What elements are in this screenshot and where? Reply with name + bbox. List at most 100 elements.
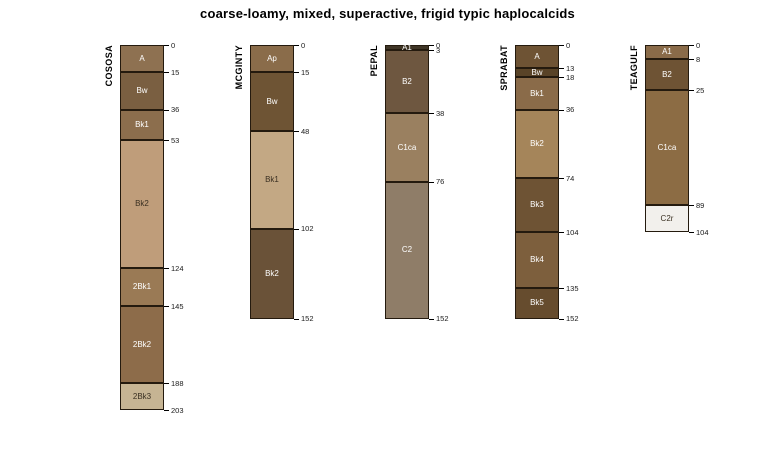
horizon-label: Bk2 [135,199,149,209]
chart-title: coarse-loamy, mixed, superactive, frigid… [200,6,575,21]
horizon-label: B2 [662,69,672,79]
depth-tick [164,306,169,307]
depth-label: 0 [566,41,571,50]
horizon-pepal-b2: B2 [385,50,429,114]
profile-name-cososa: COSOSA [104,45,114,87]
profile-name-mcginty: MCGINTY [234,45,244,90]
horizon-sprabat-bk2: Bk2 [515,109,559,179]
depth-label: 15 [171,68,180,77]
depth-tick [164,140,169,141]
depth-tick [294,319,299,320]
depth-tick [559,178,564,179]
horizon-label: Bw [136,85,148,95]
depth-tick [689,45,694,46]
horizon-label: Bk1 [530,88,544,98]
depth-label: 0 [171,41,176,50]
profile-name-pepal: PEPAL [369,45,379,77]
horizon-cososa-2bk3: 2Bk3 [120,383,164,411]
depth-tick [294,72,299,73]
depth-label: 145 [171,302,184,311]
horizon-label: Ap [267,53,277,63]
depth-tick [689,205,694,206]
depth-tick [559,68,564,69]
horizon-label: C1ca [657,142,677,152]
depth-label: 76 [436,177,445,186]
depth-label: 152 [301,314,314,323]
horizon-label: C2 [401,245,413,255]
horizon-label: Bk5 [530,298,544,308]
depth-label: 188 [171,379,184,388]
depth-label: 102 [301,224,314,233]
horizon-label: Bk2 [530,138,544,148]
depth-label: 89 [696,201,705,210]
depth-label: 25 [696,86,705,95]
depth-tick [294,229,299,230]
depth-label: 48 [301,127,310,136]
depth-label: 104 [696,228,709,237]
depth-label: 38 [436,109,445,118]
horizon-cososa-bk1: Bk1 [120,109,164,141]
horizon-sprabat-bk3: Bk3 [515,178,559,233]
horizon-label: A1 [662,47,672,57]
depth-label: 74 [566,174,575,183]
horizon-sprabat-bw: Bw [515,68,559,78]
depth-label: 152 [566,314,579,323]
horizon-pepal-a1: A1 [385,42,429,52]
horizon-label: A1 [402,42,412,52]
horizon-mcginty-ap: Ap [250,45,294,72]
depth-label: 0 [696,41,701,50]
depth-tick [559,288,564,289]
depth-tick [429,50,434,51]
horizon-label: A [139,53,145,63]
horizon-label: Bw [266,96,278,106]
horizon-mcginty-bk2: Bk2 [250,228,294,319]
depth-label: 15 [301,68,310,77]
horizon-sprabat-a: A [515,45,559,69]
horizon-mcginty-bw: Bw [250,72,294,132]
horizon-label: B2 [402,76,412,86]
horizon-teagulf-c2r: C2r [645,205,689,233]
horizon-sprabat-bk5: Bk5 [515,288,559,319]
horizon-label: 2Bk1 [132,282,152,292]
depth-label: 8 [696,55,701,64]
depth-label: 124 [171,264,184,273]
depth-tick [164,410,169,411]
depth-tick [164,383,169,384]
horizon-label: 2Bk2 [132,339,152,349]
depth-tick [164,72,169,73]
horizon-label: Bk2 [265,268,279,278]
horizon-pepal-c1ca: C1ca [385,113,429,182]
depth-tick [429,113,434,114]
depth-label: 135 [566,284,579,293]
horizon-cososa-bw: Bw [120,72,164,110]
depth-label: 0 [301,41,306,50]
depth-tick [689,90,694,91]
horizon-label: 2Bk3 [132,391,152,401]
horizon-teagulf-b2: B2 [645,59,689,90]
horizon-pepal-c2: C2 [385,181,429,319]
horizon-mcginty-bk1: Bk1 [250,131,294,229]
depth-tick [429,45,434,46]
horizon-label: Bk1 [265,174,279,184]
depth-tick [689,59,694,60]
depth-tick [559,45,564,46]
depth-tick [294,45,299,46]
horizon-label: C1ca [397,142,417,152]
depth-label: 3 [436,46,441,55]
depth-tick [559,319,564,320]
horizon-cososa-2bk1: 2Bk1 [120,268,164,306]
depth-tick [559,77,564,78]
depth-tick [164,45,169,46]
horizon-label: Bk3 [530,200,544,210]
horizon-sprabat-bk4: Bk4 [515,232,559,288]
horizon-label: A [534,51,540,61]
depth-label: 0 [436,41,441,50]
horizon-label: C2r [660,213,674,223]
depth-tick [559,110,564,111]
depth-tick [429,319,434,320]
depth-tick [294,131,299,132]
depth-tick [429,182,434,183]
depth-label: 18 [566,73,575,82]
depth-label: 36 [171,105,180,114]
